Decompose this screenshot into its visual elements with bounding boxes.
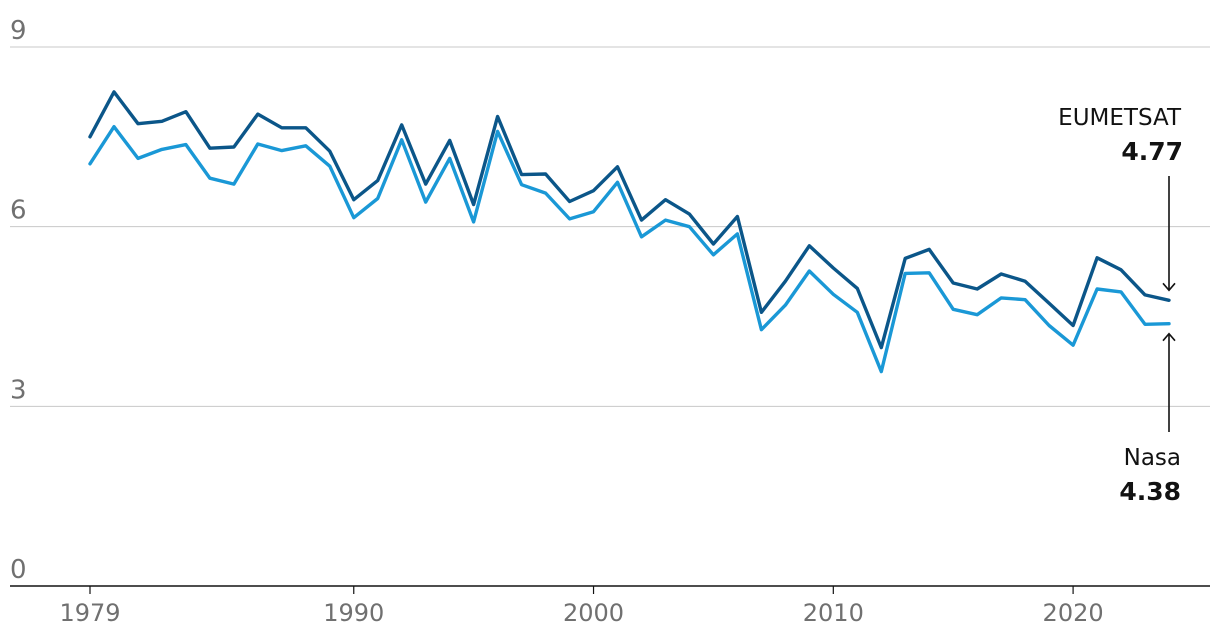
eumetsat-arrowhead <box>1162 282 1176 292</box>
series-line-eumetsat <box>88 90 1171 350</box>
y-tick-label: 3 <box>10 375 27 405</box>
x-tick-label: 2020 <box>1043 599 1104 627</box>
nasa-label: Nasa <box>1124 445 1181 471</box>
y-tick-label: 0 <box>10 555 27 585</box>
end-labels: EUMETSAT 4.77 Nasa 4.38 <box>1058 105 1183 506</box>
y-axis-ticks: 9 6 3 0 <box>10 16 27 585</box>
x-tick-label: 2000 <box>563 599 624 627</box>
gridlines <box>10 46 1210 407</box>
eumetsat-label: EUMETSAT <box>1058 105 1182 131</box>
series-line-nasa <box>88 124 1171 374</box>
y-tick-label: 9 <box>10 16 27 46</box>
x-tick-label: 1990 <box>323 599 384 627</box>
x-axis: 1979 1990 2000 2010 2020 <box>10 585 1210 627</box>
x-tick-label: 1979 <box>59 599 120 627</box>
series-lines <box>88 90 1171 374</box>
nasa-value: 4.38 <box>1119 477 1181 506</box>
y-tick-label: 6 <box>10 196 27 226</box>
eumetsat-value: 4.77 <box>1121 137 1183 166</box>
nasa-arrowhead <box>1162 332 1176 342</box>
x-tick-label: 2010 <box>803 599 864 627</box>
